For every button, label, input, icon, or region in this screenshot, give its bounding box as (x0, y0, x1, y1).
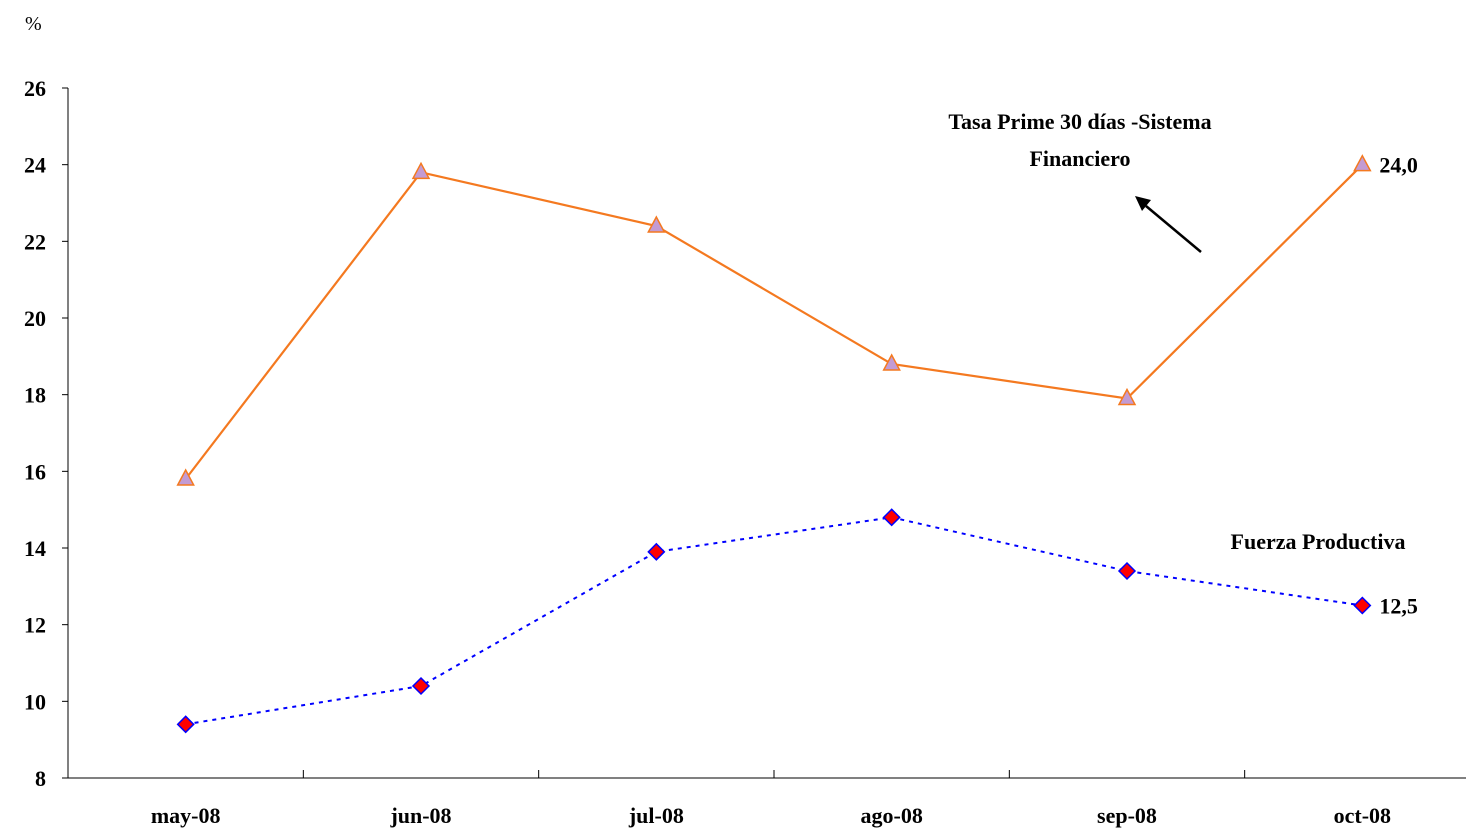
diamond-marker (1117, 561, 1137, 581)
series-line (185, 516, 1363, 726)
y-tick-label: 16 (24, 459, 46, 484)
y-tick-label: 10 (24, 689, 46, 714)
series-name-label: Fuerza Productiva (1231, 529, 1406, 554)
annotations: Tasa Prime 30 días -Sistema Financiero Fue… (948, 109, 1405, 554)
diamond-marker (411, 676, 431, 696)
x-tick-label: may-08 (151, 803, 221, 828)
y-tick-label: 18 (24, 383, 46, 408)
triangle-marker (882, 353, 901, 371)
triangle-marker (176, 468, 195, 486)
annotation-arrow-shaft (1145, 205, 1202, 253)
diamond-marker (647, 542, 666, 561)
y-tick-label: 12 (24, 613, 46, 638)
annotation-arrow-head-icon (1135, 196, 1151, 211)
triangle-marker (1117, 387, 1137, 406)
x-tick-label: oct-08 (1334, 803, 1391, 828)
y-tick-label: 22 (24, 229, 46, 254)
axes: 8 10 12 14 16 18 20 22 24 26 may-08 jun-08 jul-08 ago… (24, 76, 1466, 828)
diamond-marker (1353, 596, 1372, 615)
series-0: 24,0 (176, 153, 1418, 486)
y-tick-label: 14 (24, 536, 46, 561)
series-name-label: Financiero (1029, 146, 1130, 171)
diamond-marker (882, 508, 901, 527)
x-tick-label: sep-08 (1097, 803, 1157, 828)
series-name-label: Tasa Prime 30 días -Sistema (948, 109, 1211, 134)
triangle-marker (411, 161, 431, 180)
series-layer: 24,0 12,5 (176, 153, 1418, 734)
y-tick-label: 24 (24, 153, 46, 178)
y-unit-label: % (25, 13, 42, 35)
x-tick-label: jul-08 (628, 803, 684, 828)
end-value-label: 12,5 (1379, 594, 1418, 619)
triangle-marker (647, 215, 666, 233)
series-line (184, 163, 1364, 480)
y-tick-label: 8 (35, 766, 46, 791)
x-tick-label: jun-08 (389, 803, 451, 828)
y-tick-label: 26 (24, 76, 46, 101)
y-tick-label: 20 (24, 306, 46, 331)
end-value-label: 24,0 (1379, 153, 1418, 178)
triangle-marker (1353, 154, 1372, 172)
series-1: 12,5 (176, 508, 1418, 734)
x-tick-label: ago-08 (861, 803, 923, 828)
diamond-marker (176, 715, 195, 734)
